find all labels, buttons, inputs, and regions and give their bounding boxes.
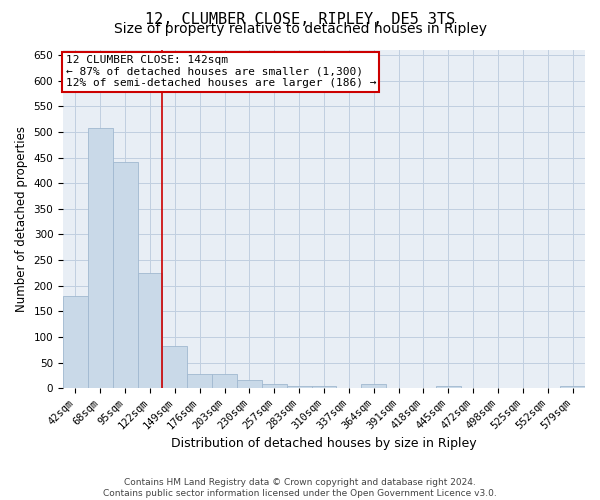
Text: Contains HM Land Registry data © Crown copyright and database right 2024.
Contai: Contains HM Land Registry data © Crown c… [103,478,497,498]
Y-axis label: Number of detached properties: Number of detached properties [15,126,28,312]
Bar [361,384,386,388]
Text: 12, CLUMBER CLOSE, RIPLEY, DE5 3TS: 12, CLUMBER CLOSE, RIPLEY, DE5 3TS [145,12,455,28]
Bar [113,162,137,388]
Bar [262,384,287,388]
Bar [560,386,585,388]
Bar [311,386,337,388]
X-axis label: Distribution of detached houses by size in Ripley: Distribution of detached houses by size … [171,437,477,450]
Bar [436,386,461,388]
Text: 12 CLUMBER CLOSE: 142sqm
← 87% of detached houses are smaller (1,300)
12% of sem: 12 CLUMBER CLOSE: 142sqm ← 87% of detach… [65,55,376,88]
Bar [137,273,163,388]
Bar [163,346,187,388]
Bar [237,380,262,388]
Text: Size of property relative to detached houses in Ripley: Size of property relative to detached ho… [113,22,487,36]
Bar [187,374,212,388]
Bar [63,296,88,388]
Bar [287,386,311,388]
Bar [88,128,113,388]
Bar [212,374,237,388]
